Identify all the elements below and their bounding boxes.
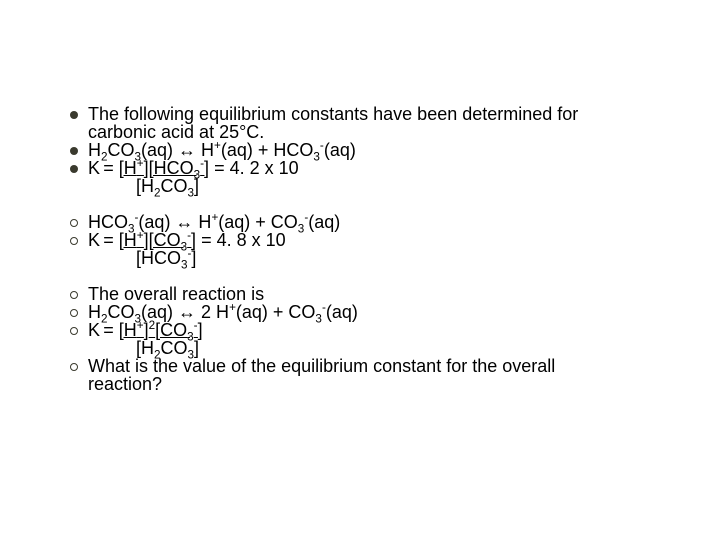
bullet-icon <box>70 237 78 245</box>
equation-denominator: [H2CO3] <box>136 339 630 357</box>
bullet-icon <box>70 327 78 335</box>
list-item-text: K = [H+]2[CO3-] <box>88 321 630 339</box>
list-item: H2CO3(aq) ↔ H+(aq) + HCO3-(aq) <box>70 141 630 159</box>
equation-denominator: [H2CO3] <box>136 177 630 195</box>
list-item: HCO3-(aq) ↔ H+(aq) + CO3-(aq) <box>70 213 630 231</box>
slide-content: The following equilibrium constants have… <box>70 105 630 411</box>
list-item-text: H2CO3(aq) ↔ 2 H+(aq) + CO3-(aq) <box>88 303 630 321</box>
bullet-group: The overall reaction isH2CO3(aq) ↔ 2 H+(… <box>70 285 630 393</box>
list-item-text: What is the value of the equilibrium con… <box>88 357 630 393</box>
bullet-icon <box>70 147 78 155</box>
bullet-icon <box>70 309 78 317</box>
bullet-icon <box>70 219 78 227</box>
bullet-icon <box>70 111 78 119</box>
list-item: K = [H+][HCO3-] = 4. 2 x 10 <box>70 159 630 177</box>
bullet-icon <box>70 291 78 299</box>
list-item: The following equilibrium constants have… <box>70 105 630 141</box>
bullet-group: HCO3-(aq) ↔ H+(aq) + CO3-(aq)K = [H+][CO… <box>70 213 630 267</box>
list-item: K = [H+]2[CO3-] <box>70 321 630 339</box>
list-item-text: The overall reaction is <box>88 285 630 303</box>
list-item: What is the value of the equilibrium con… <box>70 357 630 393</box>
bullet-icon <box>70 363 78 371</box>
list-item: K = [H+][CO3-] = 4. 8 x 10 <box>70 231 630 249</box>
bullet-icon <box>70 165 78 173</box>
list-item-text: H2CO3(aq) ↔ H+(aq) + HCO3-(aq) <box>88 141 630 159</box>
bullet-group: The following equilibrium constants have… <box>70 105 630 195</box>
equation-denominator: [HCO3-] <box>136 249 630 267</box>
list-item: The overall reaction is <box>70 285 630 303</box>
list-item-text: HCO3-(aq) ↔ H+(aq) + CO3-(aq) <box>88 213 630 231</box>
list-item-text: The following equilibrium constants have… <box>88 105 630 141</box>
list-item-text: K = [H+][HCO3-] = 4. 2 x 10 <box>88 159 630 177</box>
list-item-text: K = [H+][CO3-] = 4. 8 x 10 <box>88 231 630 249</box>
